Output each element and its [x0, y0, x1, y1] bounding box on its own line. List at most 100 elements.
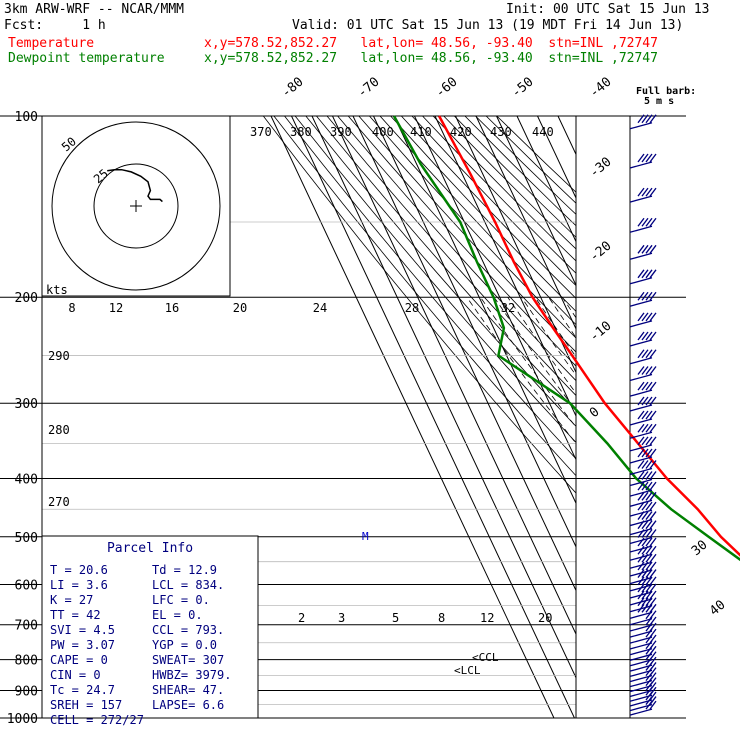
speed-tick-label: 16	[165, 301, 179, 315]
wind-barb	[629, 217, 657, 233]
speed-tick-label: 32	[501, 301, 515, 315]
isotherm-label: -50	[509, 74, 537, 101]
isotherm-line	[640, 116, 740, 718]
wind-barb	[629, 491, 657, 507]
isotherm-line	[579, 116, 740, 718]
pressure-tick-label: 100	[15, 110, 38, 125]
parcel-right-value: YGP = 0.0	[152, 638, 217, 652]
legend-dewpoint-label: Dewpoint temperature	[8, 51, 165, 66]
isotherm-line	[475, 116, 576, 330]
wind-barb	[629, 691, 657, 707]
isotherm-line	[661, 116, 740, 718]
ccl-marker: <CCL	[472, 651, 499, 664]
parcel-right-value: Td = 12.9	[152, 563, 217, 577]
mixing-ratio-label: 3	[338, 611, 345, 625]
parcel-right-value: LFC = 0.	[152, 593, 210, 607]
moist-adiabat	[590, 297, 740, 718]
speed-tick-label: 20	[233, 301, 247, 315]
speed-tick-label: 28	[405, 301, 419, 315]
moist-adiabat	[603, 297, 740, 718]
isotherm-line	[516, 116, 576, 243]
isotherm-label: 0	[587, 405, 603, 422]
parcel-right-value: LAPSE= 6.6	[152, 698, 224, 712]
dry-adiabat	[401, 116, 576, 299]
speed-tick-label: 12	[109, 301, 123, 315]
pressure-tick-label: 900	[15, 684, 38, 699]
dewpoint-trace	[392, 115, 740, 562]
pressure-tick-label: 500	[15, 531, 38, 546]
mixing-ratio-label: 8	[438, 611, 445, 625]
legend-temperature-label: Temperature	[8, 36, 95, 51]
dry-adiabat	[326, 116, 576, 397]
barb-legend-title: Full barb:	[636, 86, 696, 97]
wind-barb	[629, 396, 657, 412]
hodograph-kts-label: kts	[46, 283, 68, 297]
theta-label: 280	[48, 423, 70, 437]
dry-adiabat	[273, 116, 576, 477]
wind-barb	[629, 187, 657, 203]
isotherm-line	[270, 116, 555, 718]
isotherm-line	[455, 116, 576, 374]
isotherm-label: -60	[433, 74, 461, 101]
theta-label: 430	[490, 125, 512, 139]
isotherm-line	[434, 116, 576, 418]
theta-label: 370	[250, 125, 272, 139]
parcel-left-value: SVI = 4.5	[50, 623, 115, 637]
parcel-info-title: Parcel Info	[107, 541, 193, 556]
parcel-right-value: EL = 0.	[152, 608, 203, 622]
temperature-trace	[438, 115, 740, 557]
moist-adiabat	[466, 296, 576, 444]
theta-label: 410	[410, 125, 432, 139]
wind-barb	[629, 520, 657, 536]
theta-label: 390	[330, 125, 352, 139]
wind-barb	[629, 423, 657, 439]
isotherm-line	[311, 116, 576, 679]
theta-label: 270	[48, 495, 70, 509]
wind-barb	[629, 686, 657, 702]
valid-time: Valid: 01 UTC Sat 15 Jun 13 (19 MDT Fri …	[292, 18, 684, 33]
lcl-marker: <LCL	[454, 664, 481, 677]
parcel-left-value: LI = 3.6	[50, 578, 108, 592]
wind-barb	[629, 269, 657, 285]
isotherm-label: -20	[587, 238, 615, 265]
isotherm-label: -80	[279, 74, 307, 101]
mixing-ratio-label: 2	[298, 611, 305, 625]
mixing-ratio-label: 12	[480, 611, 494, 625]
wind-barb	[629, 545, 657, 561]
isotherm-line	[291, 116, 575, 718]
pressure-tick-label: 1000	[7, 712, 38, 727]
parcel-info-box	[41, 535, 259, 719]
wind-barb	[629, 682, 657, 698]
wind-barb	[629, 410, 657, 426]
mixing-ratio-label: 5	[392, 611, 399, 625]
isotherm-label: -30	[587, 154, 615, 181]
isotherm-label: -40	[587, 74, 615, 101]
pressure-tick-label: 700	[15, 619, 38, 634]
init-time: Init: 00 UTC Sat 15 Jun 13	[506, 2, 710, 17]
wind-barb	[629, 677, 657, 693]
wind-barb	[629, 114, 657, 130]
moist-adiabat	[493, 296, 576, 412]
parcel-left-value: PW = 3.07	[50, 638, 115, 652]
dry-adiabat	[379, 116, 576, 326]
theta-label: 400	[372, 125, 394, 139]
mixing-ratio-label: 20	[538, 611, 552, 625]
parcel-right-value: LCL = 834.	[152, 578, 224, 592]
barb-legend-value: 5 m s	[644, 96, 674, 107]
wind-barb	[629, 291, 657, 307]
speed-tick-label: 24	[313, 301, 327, 315]
wind-barb	[629, 603, 657, 619]
pressure-tick-label: 300	[15, 397, 38, 412]
wind-barb	[629, 436, 657, 452]
parcel-left-value: Tc = 24.7	[50, 683, 115, 697]
isotherm-line	[620, 116, 740, 718]
m-marker: M	[362, 530, 369, 543]
parcel-right-value: HWBZ= 3979.	[152, 668, 231, 682]
wind-barb	[629, 696, 657, 712]
dry-adiabat	[262, 116, 576, 494]
isotherm-line	[599, 116, 740, 718]
forecast-hour: Fcst: 1 h	[4, 18, 106, 33]
isotherm-line	[393, 116, 576, 505]
parcel-right-value: SWEAT= 307	[152, 653, 224, 667]
